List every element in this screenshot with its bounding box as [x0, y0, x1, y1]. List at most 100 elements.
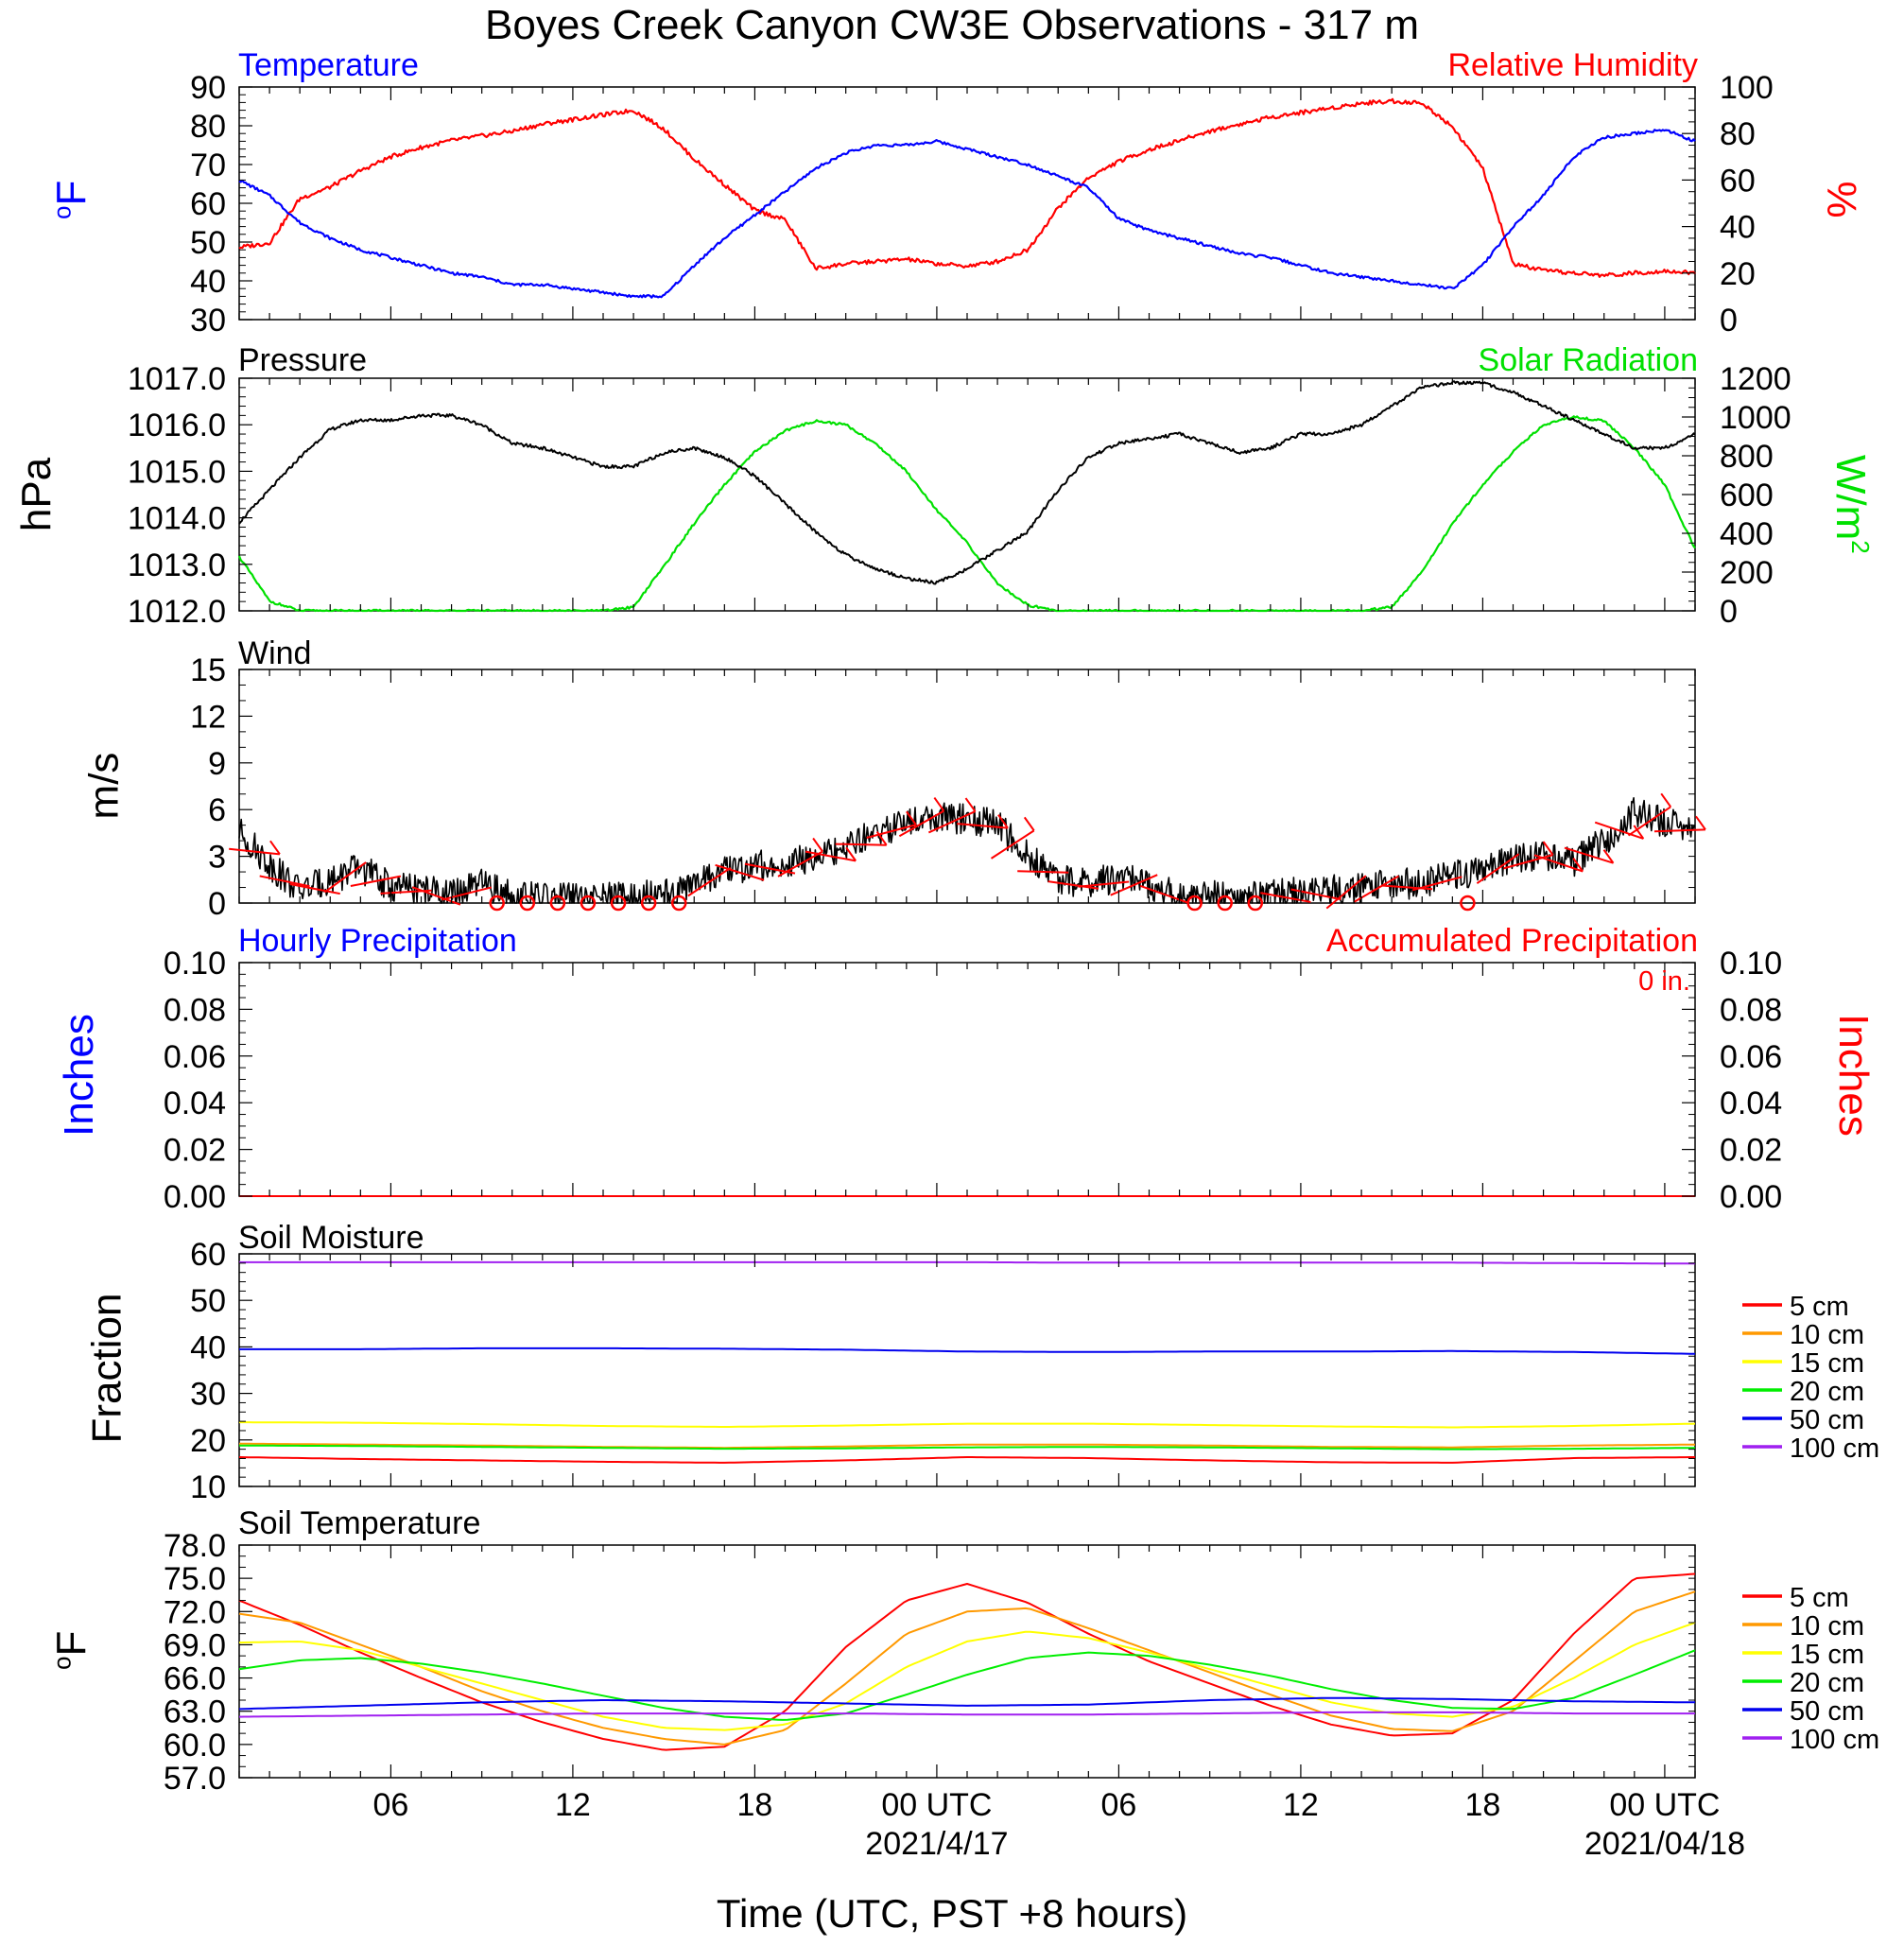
x-tick-label: 06: [373, 1787, 409, 1823]
temperature-y-tick-label: 30: [190, 303, 226, 339]
wind-barb-flag: [1633, 825, 1645, 840]
wind-barb-flag: [1602, 849, 1615, 864]
soil-moisture-legend-label: 15 cm: [1790, 1348, 1864, 1379]
x-tick-label: 18: [1465, 1787, 1501, 1823]
wind-y-tick-label: 9: [208, 746, 226, 782]
soil-moisture-legend-label: 50 cm: [1790, 1405, 1864, 1435]
pressure-y-tick-label: 1017.0: [128, 361, 226, 397]
humidity-y2-tick-label: 40: [1720, 210, 1756, 246]
calm-wind-marker: [580, 895, 597, 912]
accum-precip-y2-tick-label: 0.00: [1720, 1179, 1782, 1215]
x-tick-date-label: 2021/04/18: [1584, 1826, 1745, 1862]
wind-barb: [1047, 880, 1099, 890]
humidity-y2-tick-label: 100: [1720, 70, 1774, 106]
calm-wind-marker: [549, 895, 566, 912]
soil-temperature-y-tick-label: 69.0: [164, 1627, 226, 1663]
soil-moisture-y-tick-label: 20: [190, 1423, 226, 1459]
wind-barb: [898, 809, 944, 838]
wind-barb: [927, 810, 976, 834]
soil-moisture-plot-frame: [238, 1253, 1696, 1487]
pressure-y-tick-label: 1014.0: [128, 501, 226, 537]
wind-barb-flag: [812, 837, 823, 853]
wind-barb: [715, 863, 765, 881]
temperature-y-tick-label: 90: [190, 70, 226, 106]
hourly-precip-y-tick-label: 0.02: [164, 1133, 226, 1169]
soil-temperature-plot-frame: [238, 1544, 1696, 1779]
soil-moisture-10cm-line: [238, 1442, 1696, 1450]
temperature-y-tick-label: 60: [190, 186, 226, 222]
soil-moisture-legend-label: 10 cm: [1790, 1320, 1864, 1350]
wind-barb: [1325, 875, 1367, 910]
wind-barb: [835, 843, 887, 846]
soil-moisture-y-tick-label: 60: [190, 1237, 226, 1273]
wind-barb: [1653, 828, 1705, 833]
wind-y-tick-label: 0: [208, 886, 226, 922]
pressure-y-tick-label: 1016.0: [128, 408, 226, 443]
temperature-line: [238, 129, 1696, 299]
hourly-precip-y-tick-label: 0.00: [164, 1179, 226, 1215]
temperature-y-tick-label: 80: [190, 109, 226, 145]
calm-wind-marker: [1186, 895, 1203, 912]
wind-barb: [259, 875, 310, 888]
wind-barb-flag: [1023, 816, 1035, 831]
calm-wind-marker: [1460, 895, 1476, 912]
wind-barb-flag: [1542, 841, 1554, 856]
soil-temperature-legend-label: 5 cm: [1790, 1583, 1849, 1613]
wind-barb-flag: [933, 797, 945, 812]
accum-precip-y2-tick-label: 0.04: [1720, 1086, 1782, 1121]
solar-y2-tick-label: 1000: [1720, 400, 1791, 436]
wind-barb-flag: [964, 797, 977, 812]
wind-y-tick-label: 12: [190, 699, 226, 735]
soil-temperature-legend-label: 15 cm: [1790, 1640, 1864, 1670]
solar-y2-tick-label: 800: [1720, 439, 1774, 475]
soil-temperature-y-tick-label: 75.0: [164, 1561, 226, 1597]
humidity-y2-tick-label: 20: [1720, 256, 1756, 292]
calm-wind-marker: [489, 895, 505, 912]
solar-y2-tick-label: 0: [1720, 594, 1738, 630]
temperature-plot-frame: [238, 86, 1696, 321]
wind-barb: [441, 886, 493, 901]
soil-temperature-15cm-line: [238, 1622, 1696, 1731]
wind-barb: [957, 823, 1009, 829]
wind-barb-flag: [845, 846, 857, 861]
wind-barb: [1503, 854, 1553, 870]
soil-temperature-y-tick-label: 66.0: [164, 1661, 226, 1697]
accum-precip-y2-tick-label: 0.06: [1720, 1039, 1782, 1075]
soil-moisture-y-tick-label: 40: [190, 1329, 226, 1365]
soil-moisture-y-tick-label: 10: [190, 1469, 226, 1505]
soil-moisture-20cm-line: [239, 1444, 1695, 1451]
soil-temperature-y-tick-label: 78.0: [164, 1528, 226, 1564]
solar-y2-tick-label: 600: [1720, 478, 1774, 513]
calm-wind-marker: [519, 895, 536, 912]
x-tick-label: 18: [737, 1787, 773, 1823]
wind-barb: [866, 824, 917, 839]
x-tick-label: 12: [555, 1787, 591, 1823]
wind-barb-flag: [1660, 792, 1672, 808]
hourly-precip-y-tick-label: 0.10: [164, 946, 226, 982]
temperature-y-tick-label: 40: [190, 264, 226, 300]
calm-wind-marker: [610, 895, 627, 912]
soil-temperature-y-tick-label: 60.0: [164, 1728, 226, 1764]
soil-temperature-legend-label: 10 cm: [1790, 1611, 1864, 1642]
wind-barb: [350, 875, 402, 888]
soil-temperature-100cm-line: [238, 1711, 1695, 1718]
soil-temperature-y-tick-label: 72.0: [164, 1594, 226, 1630]
solar-y2-tick-label: 1200: [1720, 361, 1791, 397]
pressure-y-tick-label: 1012.0: [128, 594, 226, 630]
precipitation-plot-frame: [238, 962, 1696, 1197]
pressure-y-tick-label: 1013.0: [128, 547, 226, 583]
hourly-precip-y-tick-label: 0.06: [164, 1039, 226, 1075]
x-tick-label: 00 UTC: [1609, 1787, 1720, 1823]
soil-moisture-5cm-line: [238, 1456, 1695, 1464]
wind-barb: [805, 850, 857, 862]
wind-barb: [1290, 888, 1341, 901]
wind-barb: [289, 883, 340, 895]
wind-barb: [1139, 884, 1189, 904]
wind-barb: [1381, 884, 1433, 891]
humidity-line: [238, 97, 1696, 278]
wind-barb: [1411, 876, 1463, 892]
wind-barb: [229, 847, 281, 856]
wind-barb: [1476, 853, 1520, 884]
solar-y2-tick-label: 400: [1720, 516, 1774, 552]
